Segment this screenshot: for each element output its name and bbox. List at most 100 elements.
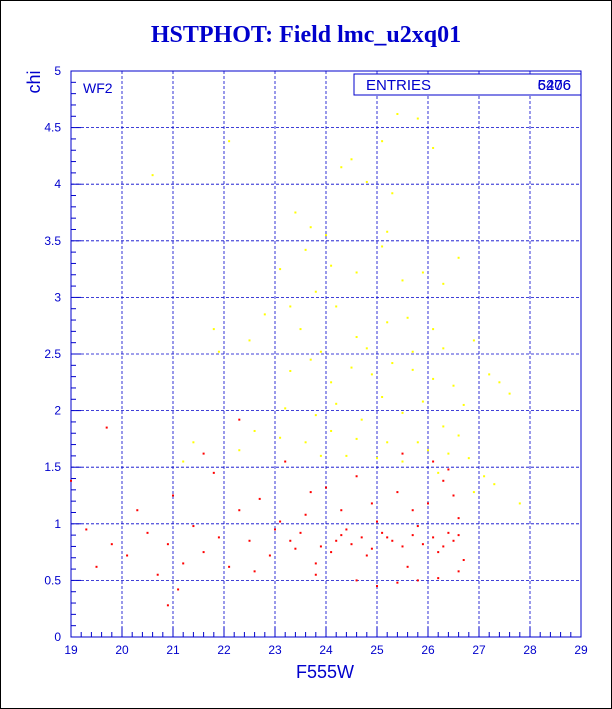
data-point: [391, 362, 394, 365]
data-point: [508, 392, 511, 395]
data-point: [279, 520, 282, 523]
data-point: [376, 457, 378, 460]
data-point: [166, 604, 169, 607]
data-point: [294, 547, 297, 550]
data-point: [253, 429, 256, 432]
data-point: [381, 245, 384, 248]
data-point: [452, 539, 455, 542]
x-tick-label: 19: [64, 643, 78, 657]
data-point: [472, 339, 475, 342]
x-tick-label: 23: [268, 643, 282, 657]
data-point: [304, 248, 307, 251]
data-point: [340, 534, 343, 537]
data-point: [421, 543, 424, 546]
data-point: [350, 366, 353, 369]
data-point: [381, 531, 384, 534]
data-point: [340, 509, 343, 512]
data-point: [432, 460, 435, 463]
data-point: [396, 491, 399, 494]
data-point: [432, 146, 435, 149]
data-point: [370, 502, 373, 505]
data-point: [416, 525, 419, 528]
data-point: [314, 290, 317, 293]
data-point: [258, 497, 261, 500]
data-point: [299, 328, 302, 331]
data-point: [355, 271, 358, 274]
data-point: [330, 264, 333, 267]
data-point: [365, 554, 368, 557]
data-point: [391, 539, 394, 542]
data-point: [365, 347, 368, 350]
data-point: [355, 475, 358, 478]
data-point: [467, 457, 470, 460]
x-tick-label: 20: [115, 643, 129, 657]
data-point: [447, 468, 450, 471]
data-point: [437, 471, 440, 474]
data-point: [335, 539, 338, 542]
data-point: [319, 545, 322, 548]
x-tick-label: 21: [166, 643, 180, 657]
data-point: [314, 414, 317, 417]
data-point: [177, 588, 180, 591]
data-point: [386, 321, 389, 324]
data-point: [427, 449, 429, 452]
data-point: [452, 384, 455, 387]
data-point: [432, 536, 435, 539]
data-point: [355, 336, 358, 339]
data-point: [314, 573, 317, 576]
data-point: [304, 513, 307, 516]
data-point: [294, 211, 297, 214]
data-point: [442, 479, 445, 482]
data-point: [274, 528, 276, 531]
data-point: [447, 531, 450, 534]
data-point: [105, 426, 108, 429]
data-point: [386, 441, 389, 444]
data-point: [401, 545, 404, 548]
stats-entries-value: 6406: [538, 77, 571, 94]
data-point: [238, 418, 241, 421]
data-point: [335, 402, 338, 405]
data-point: [330, 429, 333, 432]
data-point: [401, 279, 404, 282]
data-point: [263, 313, 266, 316]
data-point: [442, 545, 445, 548]
data-point: [457, 517, 460, 520]
data-point: [355, 437, 358, 440]
data-point: [416, 441, 419, 444]
data-point: [498, 381, 501, 384]
data-point: [462, 559, 465, 562]
data-point: [192, 441, 195, 444]
data-point: [345, 454, 348, 457]
y-tick-label: 4: [54, 177, 61, 191]
data-point: [248, 339, 251, 342]
grid: [70, 70, 582, 638]
y-axis-label: chi: [24, 70, 44, 93]
data-point: [370, 547, 373, 550]
data-point: [442, 425, 445, 428]
x-axis-label: F555W: [296, 662, 354, 682]
data-point: [483, 475, 486, 478]
data-point: [493, 483, 496, 486]
data-point: [319, 350, 322, 353]
data-point: [238, 449, 241, 452]
data-point: [396, 113, 399, 116]
data-point: [182, 562, 185, 565]
x-tick-label: 25: [370, 643, 384, 657]
data-point: [391, 192, 394, 195]
data-points: [70, 113, 521, 607]
data-point: [411, 509, 414, 512]
data-point: [335, 305, 338, 308]
data-point: [416, 579, 419, 582]
data-point: [340, 166, 343, 169]
stats-box: ENTRIES 5276 6406: [353, 73, 582, 96]
data-point: [70, 479, 72, 482]
data-point: [518, 502, 521, 505]
data-point: [228, 140, 231, 143]
data-point: [345, 528, 348, 531]
data-point: [314, 562, 317, 565]
data-point: [416, 117, 419, 120]
data-point: [156, 573, 159, 576]
data-point: [396, 581, 399, 584]
data-point: [325, 486, 327, 489]
x-tick-label: 22: [217, 643, 231, 657]
